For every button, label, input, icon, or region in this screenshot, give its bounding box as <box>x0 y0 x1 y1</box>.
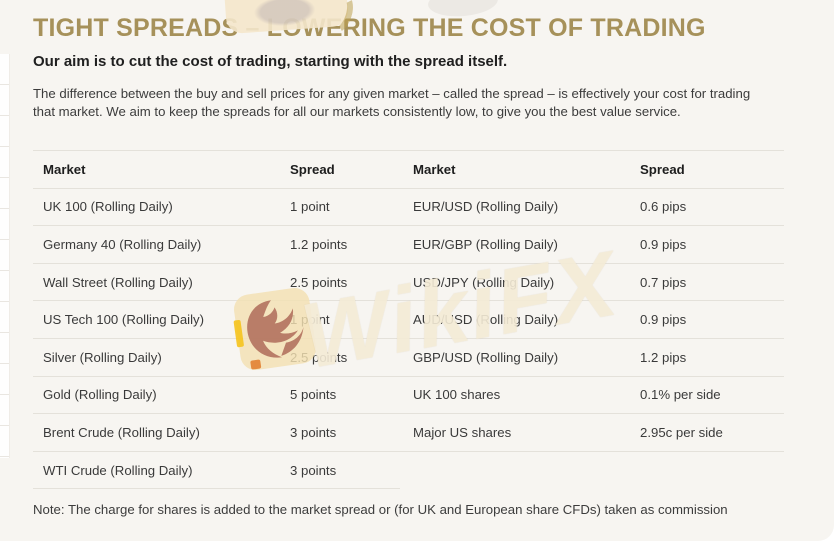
main-content: TIGHT SPREADS – LOWERING THE COST OF TRA… <box>33 14 784 518</box>
market-cell: Wall Street (Rolling Daily) <box>43 274 193 290</box>
column-header-market: Market <box>43 161 86 177</box>
market-cell: AUD/USD (Rolling Daily) <box>413 312 559 328</box>
table-row: USD/JPY (Rolling Daily) 0.7 pips <box>400 263 784 301</box>
spread-cell: 1 point <box>290 312 330 328</box>
market-cell: WTI Crude (Rolling Daily) <box>43 462 193 478</box>
spread-cell: 0.9 pips <box>640 236 687 252</box>
spread-cell: 1.2 pips <box>640 349 687 365</box>
spread-table-indices-commodities: Market Spread UK 100 (Rolling Daily) 1 po… <box>33 150 400 490</box>
market-cell: Silver (Rolling Daily) <box>43 349 162 365</box>
page-title: TIGHT SPREADS – LOWERING THE COST OF TRA… <box>33 14 706 42</box>
table-header-row: Market Spread <box>33 150 400 189</box>
market-cell: Gold (Rolling Daily) <box>43 387 157 403</box>
table-row: US Tech 100 (Rolling Daily) 1 point <box>33 300 400 339</box>
spread-cell: 0.1% per side <box>640 387 721 403</box>
page-edge-decoration <box>0 54 10 458</box>
table-row: Gold (Rolling Daily) 5 points <box>33 376 400 414</box>
page-subtitle: Our aim is to cut the cost of trading, s… <box>33 53 508 70</box>
spread-cell: 2.95c per side <box>640 424 723 440</box>
market-cell: Germany 40 (Rolling Daily) <box>43 236 202 252</box>
market-cell: UK 100 shares <box>413 387 501 403</box>
market-cell: Brent Crude (Rolling Daily) <box>43 424 200 440</box>
table-row: Brent Crude (Rolling Daily) 3 points <box>33 413 400 452</box>
spread-cell: 2.5 points <box>290 349 348 365</box>
market-cell: UK 100 (Rolling Daily) <box>43 199 173 215</box>
table-row: Wall Street (Rolling Daily) 2.5 points <box>33 263 400 301</box>
market-cell: US Tech 100 (Rolling Daily) <box>43 312 205 328</box>
market-cell: USD/JPY (Rolling Daily) <box>413 274 555 290</box>
market-cell: GBP/USD (Rolling Daily) <box>413 349 559 365</box>
spread-table-forex-shares: Market Spread EUR/USD (Rolling Daily) 0.6… <box>400 150 784 452</box>
spread-cell: 3 points <box>290 424 337 440</box>
spread-cell: 1.2 points <box>290 236 348 252</box>
table-row: EUR/USD (Rolling Daily) 0.6 pips <box>400 188 784 226</box>
table-row: Major US shares 2.95c per side <box>400 413 784 452</box>
page-description: The difference between the buy and sell … <box>33 86 751 119</box>
spread-cell: 0.7 pips <box>640 274 687 290</box>
table-row: Germany 40 (Rolling Daily) 1.2 points <box>33 225 400 264</box>
footnote: Note: The charge for shares is added to … <box>33 502 728 518</box>
column-header-market: Market <box>413 161 456 177</box>
column-header-spread: Spread <box>640 161 685 177</box>
table-row: Silver (Rolling Daily) 2.5 points <box>33 338 400 376</box>
spread-cell: 0.9 pips <box>640 312 687 328</box>
table-header-row: Market Spread <box>400 150 784 189</box>
spread-cell: 0.6 pips <box>640 199 687 215</box>
column-header-spread: Spread <box>290 161 335 177</box>
spread-cell: 5 points <box>290 387 337 403</box>
market-cell: Major US shares <box>413 424 512 440</box>
table-row: GBP/USD (Rolling Daily) 1.2 pips <box>400 338 784 376</box>
spread-cell: 3 points <box>290 462 337 478</box>
table-row: WTI Crude (Rolling Daily) 3 points <box>33 451 400 489</box>
table-row: UK 100 shares 0.1% per side <box>400 376 784 414</box>
spread-cell: 2.5 points <box>290 274 348 290</box>
table-row: EUR/GBP (Rolling Daily) 0.9 pips <box>400 225 784 264</box>
table-row: UK 100 (Rolling Daily) 1 point <box>33 188 400 226</box>
market-cell: EUR/USD (Rolling Daily) <box>413 199 559 215</box>
market-cell: EUR/GBP (Rolling Daily) <box>413 236 558 252</box>
spreads-tables: Market Spread UK 100 (Rolling Daily) 1 po… <box>33 150 784 490</box>
spread-cell: 1 point <box>290 199 330 215</box>
table-row: AUD/USD (Rolling Daily) 0.9 pips <box>400 300 784 339</box>
